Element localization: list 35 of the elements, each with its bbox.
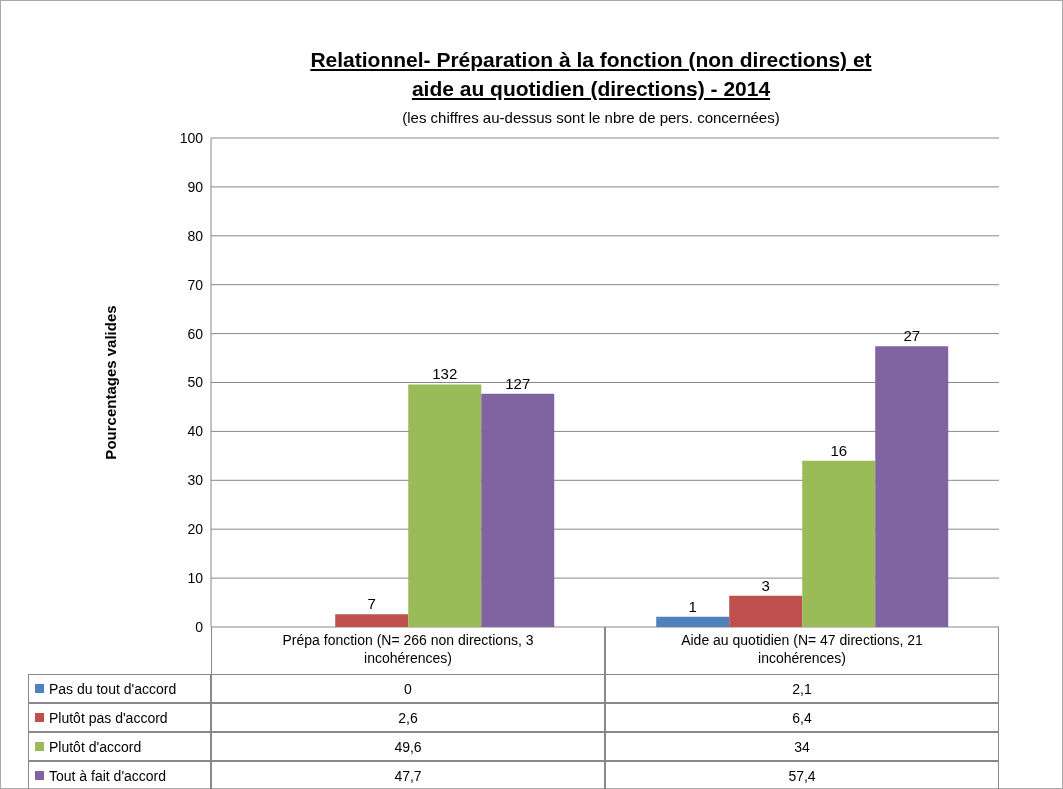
chart-title: Relationnel- Préparation à la fonction (non directions) et aide au quotidien (directions) - 2014 [309,47,873,102]
y-tick-label: 0 [195,618,204,635]
data-label: 34 [605,732,999,761]
y-tick-label: 20 [187,521,204,538]
legend-label: Plutôt pas d'accord [28,703,211,732]
data-label: 2,1 [605,674,999,703]
y-tick-label: 90 [187,178,204,195]
data-label: 47,7 [211,761,605,789]
chart-subtitle: (les chiffres au-dessus sont le nbre de pers. concernées) [401,109,781,126]
y-tick-label: 10 [187,570,204,587]
annotation: 3 [761,576,770,594]
x-tick-label: Aide au quotidien (N= 47 directions, 21 incohérences) [605,627,999,674]
legend-label: Tout à fait d'accord [28,761,211,789]
data-label: 2,6 [211,703,605,732]
y-tick-label: 60 [187,325,204,342]
x-tick-label: Prépa fonction (N= 266 non directions, 3 incohérences) [211,627,605,674]
y-tick-label: 70 [187,276,204,293]
annotation: 27 [903,327,921,345]
y-tick-label: 30 [187,472,204,489]
y-axis-title: Pourcentages valides [102,305,120,460]
legend-label: Plutôt d'accord [28,732,211,761]
y-tick-label: 40 [187,423,204,440]
data-label: 57,4 [605,761,999,789]
data-label: 6,4 [605,703,999,732]
annotation: 127 [505,374,531,392]
y-tick-label: 80 [187,227,204,244]
legend-label: Pas du tout d'accord [28,674,211,703]
y-tick-label: 50 [187,374,204,391]
annotation: 16 [830,441,848,459]
data-label: 0 [211,674,605,703]
data-label: 49,6 [211,732,605,761]
annotation: 132 [432,365,458,383]
annotation: 1 [688,597,697,615]
annotation: 7 [367,595,376,613]
y-tick-label: 100 [179,129,204,146]
